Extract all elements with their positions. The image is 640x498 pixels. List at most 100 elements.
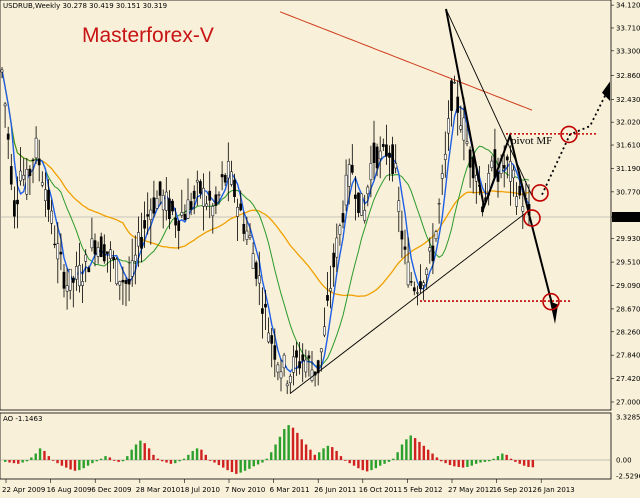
x-tick-label: 18 Jul 2010 bbox=[180, 486, 220, 494]
candle-body bbox=[161, 195, 165, 211]
candle-body bbox=[130, 260, 134, 277]
y-tick-label: 27.420 bbox=[616, 375, 640, 383]
candle-body bbox=[391, 144, 394, 174]
ao-bar bbox=[527, 460, 530, 467]
ao-tick-label: 3.3285 bbox=[616, 414, 640, 422]
candle-body bbox=[174, 217, 177, 226]
candle-body bbox=[155, 197, 159, 209]
candle-body bbox=[388, 152, 391, 158]
candle-body bbox=[127, 278, 131, 285]
ao-bar bbox=[182, 458, 186, 460]
ao-bar bbox=[169, 460, 173, 464]
ao-bar bbox=[331, 447, 334, 460]
candle-body bbox=[106, 251, 109, 254]
ao-bar bbox=[396, 452, 399, 460]
y-tick-label: 31.190 bbox=[616, 165, 640, 173]
candle-body bbox=[385, 144, 388, 157]
ao-bar bbox=[270, 452, 273, 460]
candle-body bbox=[496, 171, 500, 182]
candle-body bbox=[133, 254, 137, 262]
x-tick-label: 28 Mar 2010 bbox=[136, 486, 180, 494]
ao-bar bbox=[440, 460, 443, 462]
ao-bar bbox=[300, 439, 303, 460]
candle-body bbox=[78, 265, 81, 287]
candle-body bbox=[158, 181, 162, 196]
candle-body bbox=[3, 103, 7, 107]
ao-bar bbox=[435, 457, 439, 460]
candle-body bbox=[93, 240, 97, 255]
candle-body bbox=[505, 156, 509, 161]
candle-body bbox=[87, 267, 91, 273]
ao-bar bbox=[374, 460, 378, 469]
highlight-circle bbox=[531, 184, 549, 202]
candle-body bbox=[223, 175, 227, 183]
candle-body bbox=[295, 350, 298, 358]
candle-body bbox=[502, 165, 506, 169]
candle-body bbox=[329, 288, 332, 292]
ao-bar bbox=[283, 428, 286, 460]
candle-body bbox=[323, 326, 326, 336]
x-tick-label: 16 Oct 2011 bbox=[359, 486, 402, 494]
ao-bar bbox=[309, 449, 312, 460]
ao-bar bbox=[361, 460, 364, 471]
candle-body bbox=[465, 141, 469, 144]
candle-body bbox=[307, 355, 311, 359]
ao-bar bbox=[304, 444, 308, 460]
candle-body bbox=[354, 194, 357, 199]
candle-body bbox=[381, 144, 385, 147]
candle-body bbox=[0, 69, 4, 73]
ao-bar bbox=[426, 449, 430, 460]
candle-body bbox=[270, 335, 274, 344]
ao-bar bbox=[160, 460, 164, 462]
candle-body bbox=[369, 163, 373, 181]
ao-bar bbox=[208, 460, 212, 461]
candle-body bbox=[456, 96, 460, 113]
ao-bar bbox=[483, 460, 487, 462]
candle-body bbox=[357, 192, 360, 213]
candle-body bbox=[205, 203, 208, 207]
candle-body bbox=[347, 164, 351, 187]
ao-bar bbox=[17, 460, 20, 464]
ao-bar bbox=[152, 454, 155, 460]
ao-bar bbox=[226, 460, 229, 471]
candle-body bbox=[6, 133, 10, 140]
ao-bar bbox=[470, 460, 473, 466]
candle-body bbox=[180, 212, 184, 216]
candle-body bbox=[264, 303, 267, 308]
candle-body bbox=[199, 181, 202, 194]
ao-bar bbox=[383, 460, 386, 464]
candle-body bbox=[490, 160, 494, 168]
pivot-label: pivot MF bbox=[511, 135, 552, 147]
candle-body bbox=[412, 287, 416, 292]
y-tick-label: 34.120 bbox=[616, 2, 640, 10]
ao-tick-label: -2.5296 bbox=[616, 473, 640, 481]
candle-body bbox=[164, 191, 168, 211]
candle-body bbox=[47, 189, 50, 210]
ao-bars bbox=[0, 425, 611, 474]
candle-body bbox=[397, 200, 401, 212]
ao-bar bbox=[113, 460, 116, 461]
candle-body bbox=[378, 150, 382, 160]
candle-body bbox=[90, 238, 94, 249]
candle-body bbox=[9, 166, 13, 185]
ao-bar bbox=[51, 460, 55, 461]
ao-bar bbox=[91, 460, 94, 464]
candle-body bbox=[518, 185, 522, 196]
ao-bar bbox=[134, 444, 138, 460]
candle-body bbox=[440, 173, 444, 179]
y-tick-label: 32.430 bbox=[616, 96, 640, 104]
symbol-header: USDRUB,Weekly 30.278 30.419 30.151 30.31… bbox=[3, 2, 167, 10]
candle-body bbox=[183, 213, 187, 220]
ao-bar bbox=[4, 460, 7, 462]
candle-body bbox=[285, 383, 289, 387]
ao-bar bbox=[56, 460, 59, 464]
candle-body bbox=[375, 146, 379, 169]
ao-bar bbox=[518, 460, 521, 464]
candle-body bbox=[509, 161, 512, 182]
candle-body bbox=[273, 345, 277, 360]
y-tick-label: 32.860 bbox=[616, 72, 640, 80]
down-arrow bbox=[529, 217, 556, 316]
ao-bar bbox=[348, 460, 351, 464]
y-tick-label: 30.319 bbox=[616, 213, 640, 221]
ao-bar bbox=[239, 460, 242, 473]
